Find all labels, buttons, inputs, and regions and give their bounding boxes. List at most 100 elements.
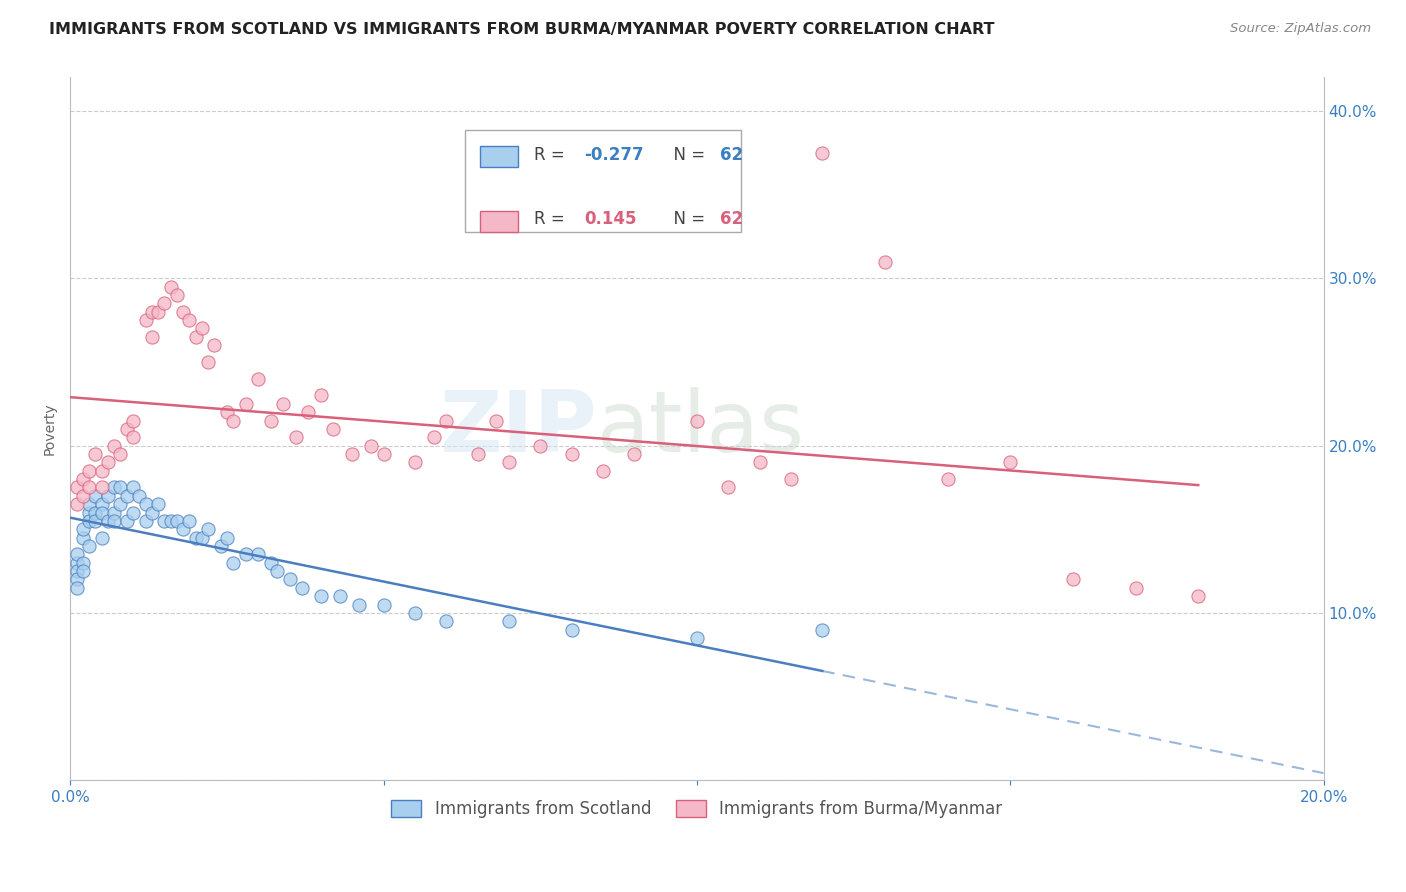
Point bbox=[811, 145, 834, 160]
Legend: Immigrants from Scotland, Immigrants from Burma/Myanmar: Immigrants from Scotland, Immigrants fro… bbox=[385, 793, 1010, 825]
Point bbox=[498, 615, 520, 629]
Point bbox=[77, 539, 100, 553]
Point bbox=[141, 330, 163, 344]
Point bbox=[561, 623, 583, 637]
Point bbox=[77, 514, 100, 528]
Point bbox=[322, 422, 344, 436]
Point bbox=[197, 355, 219, 369]
Text: N =: N = bbox=[664, 145, 710, 164]
Point bbox=[172, 304, 194, 318]
Point bbox=[115, 422, 138, 436]
Point bbox=[329, 589, 352, 603]
Point bbox=[134, 313, 156, 327]
Point bbox=[247, 548, 270, 562]
Point bbox=[360, 439, 382, 453]
Point bbox=[65, 497, 87, 511]
Point bbox=[141, 506, 163, 520]
Point bbox=[222, 556, 245, 570]
Point bbox=[72, 564, 94, 578]
Point bbox=[65, 548, 87, 562]
Point bbox=[146, 304, 169, 318]
Point bbox=[209, 539, 232, 553]
Point bbox=[485, 413, 508, 427]
Point bbox=[97, 455, 120, 469]
Point bbox=[179, 514, 201, 528]
Point bbox=[184, 531, 207, 545]
Point bbox=[1062, 573, 1084, 587]
Point bbox=[122, 480, 145, 494]
Point bbox=[811, 623, 834, 637]
Point bbox=[342, 447, 364, 461]
Point bbox=[90, 464, 112, 478]
Point bbox=[373, 447, 395, 461]
Point bbox=[115, 489, 138, 503]
FancyBboxPatch shape bbox=[479, 146, 517, 168]
Point bbox=[222, 413, 245, 427]
Point bbox=[467, 447, 489, 461]
Text: 0.145: 0.145 bbox=[583, 211, 637, 228]
FancyBboxPatch shape bbox=[479, 211, 517, 232]
Point bbox=[592, 464, 614, 478]
Point bbox=[191, 531, 214, 545]
Point bbox=[179, 313, 201, 327]
Point bbox=[623, 447, 645, 461]
Point bbox=[72, 556, 94, 570]
Text: 62: 62 bbox=[720, 211, 742, 228]
Point bbox=[122, 506, 145, 520]
Point bbox=[72, 472, 94, 486]
Y-axis label: Poverty: Poverty bbox=[44, 402, 58, 455]
Point bbox=[309, 388, 332, 402]
Point bbox=[686, 631, 709, 645]
Point bbox=[1125, 581, 1147, 595]
Text: -0.277: -0.277 bbox=[583, 145, 644, 164]
Point bbox=[204, 338, 226, 352]
Point bbox=[191, 321, 214, 335]
Point bbox=[529, 439, 551, 453]
Text: IMMIGRANTS FROM SCOTLAND VS IMMIGRANTS FROM BURMA/MYANMAR POVERTY CORRELATION CH: IMMIGRANTS FROM SCOTLAND VS IMMIGRANTS F… bbox=[49, 22, 994, 37]
Point bbox=[77, 497, 100, 511]
Point bbox=[128, 489, 150, 503]
Point bbox=[77, 464, 100, 478]
Point bbox=[434, 413, 457, 427]
Point bbox=[273, 397, 295, 411]
Point bbox=[90, 506, 112, 520]
Point bbox=[77, 480, 100, 494]
Point bbox=[404, 455, 426, 469]
Point bbox=[110, 497, 132, 511]
Text: Source: ZipAtlas.com: Source: ZipAtlas.com bbox=[1230, 22, 1371, 36]
Point bbox=[347, 598, 370, 612]
Point bbox=[153, 296, 176, 310]
Point bbox=[72, 522, 94, 536]
Point bbox=[278, 573, 301, 587]
Point bbox=[65, 581, 87, 595]
Point bbox=[110, 447, 132, 461]
Point bbox=[498, 455, 520, 469]
Point bbox=[266, 564, 288, 578]
Point bbox=[686, 413, 709, 427]
Point bbox=[134, 497, 156, 511]
Point bbox=[84, 489, 107, 503]
Point bbox=[159, 279, 181, 293]
Point bbox=[84, 447, 107, 461]
Text: atlas: atlas bbox=[596, 387, 804, 470]
Point bbox=[291, 581, 314, 595]
Point bbox=[1187, 589, 1209, 603]
Point bbox=[153, 514, 176, 528]
Point bbox=[309, 589, 332, 603]
Point bbox=[65, 564, 87, 578]
Point bbox=[103, 514, 125, 528]
Point bbox=[122, 430, 145, 444]
Point bbox=[260, 556, 283, 570]
Point bbox=[72, 531, 94, 545]
FancyBboxPatch shape bbox=[465, 130, 741, 232]
Point bbox=[97, 514, 120, 528]
Point bbox=[215, 405, 238, 419]
Point bbox=[780, 472, 803, 486]
Point bbox=[97, 489, 120, 503]
Point bbox=[115, 514, 138, 528]
Point bbox=[561, 447, 583, 461]
Point bbox=[122, 413, 145, 427]
Point bbox=[172, 522, 194, 536]
Point bbox=[434, 615, 457, 629]
Point bbox=[103, 480, 125, 494]
